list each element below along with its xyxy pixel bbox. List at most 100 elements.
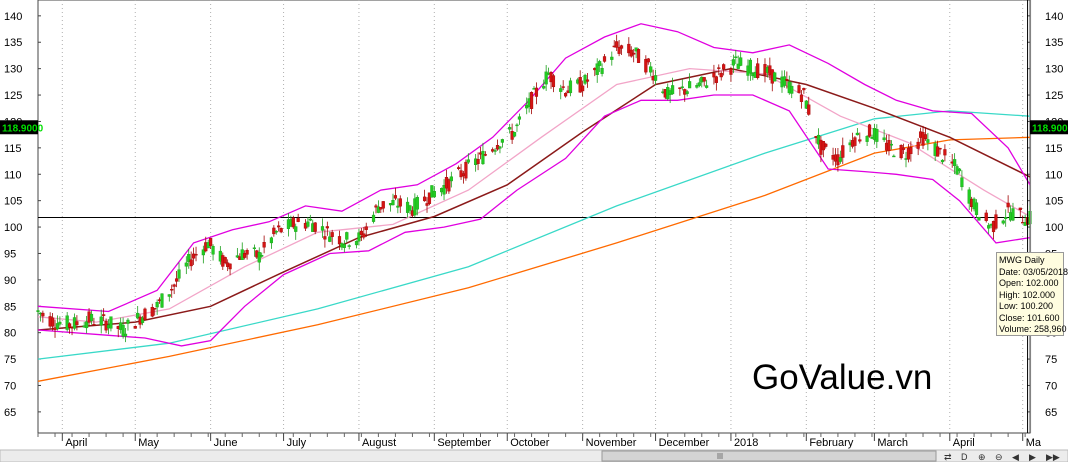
- candle-body: [75, 321, 79, 326]
- candle-body: [512, 132, 517, 137]
- candle-body: [296, 218, 300, 222]
- y-tick-label-right: 105: [1045, 196, 1063, 208]
- candle-body: [714, 76, 718, 83]
- ohlc-tooltip: MWG Daily Date: 03/05/2018 Open: 102.000…: [996, 252, 1068, 336]
- swap-icon[interactable]: ⇄: [944, 452, 952, 462]
- candle-body: [960, 177, 964, 188]
- plot-area: [37, 0, 1031, 434]
- candle-body: [376, 206, 380, 213]
- candle-body: [449, 176, 453, 182]
- scrollbar-thumb[interactable]: [601, 450, 937, 462]
- tooltip-high: High: 102.000: [999, 289, 1056, 300]
- candle-body: [374, 205, 378, 208]
- candle-body: [515, 124, 519, 127]
- y-tick-label-left: 125: [4, 90, 22, 102]
- candle-body: [476, 159, 480, 164]
- candle-body: [442, 185, 446, 195]
- y-tick-label-left: 135: [4, 37, 22, 49]
- candle-body: [189, 259, 193, 267]
- candle-body: [155, 302, 159, 308]
- tooltip-volume: Volume: 258,960: [999, 324, 1067, 334]
- y-tick-label-right: 140: [1045, 11, 1063, 23]
- scroll-left-icon[interactable]: ◀: [1012, 452, 1019, 462]
- candle-body: [274, 231, 278, 233]
- candle-body: [953, 159, 957, 167]
- candle-body: [68, 323, 72, 328]
- candle-body: [678, 87, 682, 89]
- candle-body: [632, 52, 636, 55]
- x-tick-label: 2018: [734, 437, 758, 449]
- scroll-end-icon[interactable]: ▶▶: [1046, 452, 1060, 462]
- candle-body: [243, 253, 247, 258]
- candle-body: [858, 139, 862, 142]
- candle-body: [167, 294, 171, 297]
- candle-body: [1001, 220, 1005, 224]
- candle-body: [938, 147, 942, 150]
- candle-body: [252, 247, 256, 250]
- candle-body: [381, 201, 385, 209]
- candle-body: [345, 232, 349, 240]
- candle-body: [41, 312, 45, 317]
- candle-body: [272, 227, 276, 235]
- zoom-in-icon[interactable]: ⊕: [978, 452, 986, 462]
- candle-body: [133, 325, 137, 329]
- candle-body: [517, 116, 522, 120]
- x-tick-label: December: [659, 437, 710, 449]
- candle-body: [797, 85, 801, 93]
- x-tick-label: April: [953, 437, 975, 449]
- candle-body: [943, 149, 947, 156]
- candle-body: [790, 85, 794, 94]
- candle-body: [729, 68, 733, 75]
- candle-body: [359, 230, 363, 235]
- line-bollinger-lower: [37, 94, 1031, 347]
- candle-body: [892, 155, 896, 158]
- candles-group: [36, 34, 1032, 343]
- tooltip-date: Date: 03/05/2018: [999, 266, 1068, 277]
- scroll-right-icon[interactable]: ▶: [1029, 452, 1036, 462]
- last-price-label-right: 118.9000: [1032, 123, 1068, 134]
- line-ma-long: [37, 136, 1031, 382]
- candle-body: [719, 72, 723, 78]
- x-tick-label: October: [510, 437, 549, 449]
- candle-body: [901, 147, 906, 150]
- candle-body: [1018, 207, 1022, 211]
- candle-body: [466, 159, 470, 163]
- candle-body: [936, 146, 940, 157]
- candle-body: [1011, 208, 1015, 221]
- candle-body: [160, 293, 164, 308]
- candle-body: [371, 214, 376, 222]
- y-tick-label-right: 135: [1045, 37, 1063, 49]
- candle-body: [89, 313, 94, 322]
- candle-body: [347, 245, 351, 247]
- candle-body: [841, 145, 845, 158]
- candle-body: [598, 61, 602, 66]
- candle-body: [150, 306, 154, 317]
- candle-body: [228, 263, 232, 270]
- candle-body: [581, 85, 585, 92]
- candle-body: [140, 317, 145, 323]
- candle-body: [245, 250, 249, 255]
- candle-body: [364, 226, 368, 230]
- candle-body: [337, 236, 342, 245]
- candle-body: [722, 64, 726, 70]
- y-tick-label-left: 80: [4, 328, 16, 340]
- candle-body: [500, 139, 504, 143]
- x-tick-label: September: [437, 437, 491, 449]
- y-tick-label-left: 140: [4, 11, 22, 23]
- candle-body: [92, 324, 96, 326]
- candle-body: [644, 58, 648, 73]
- zoom-out-icon[interactable]: ⊖: [995, 452, 1003, 462]
- candle-body: [123, 333, 128, 337]
- daily-icon[interactable]: D: [961, 452, 968, 462]
- candle-body: [544, 71, 548, 85]
- candle-body: [432, 191, 436, 198]
- candle-body: [865, 136, 869, 142]
- last-price-marker-left: [0, 120, 38, 135]
- y-tick-label-right: 75: [1045, 354, 1057, 366]
- candle-body: [627, 43, 631, 54]
- line-bollinger-upper: [37, 23, 1031, 313]
- candle-body: [967, 189, 971, 204]
- x-tick-label: April: [65, 437, 87, 449]
